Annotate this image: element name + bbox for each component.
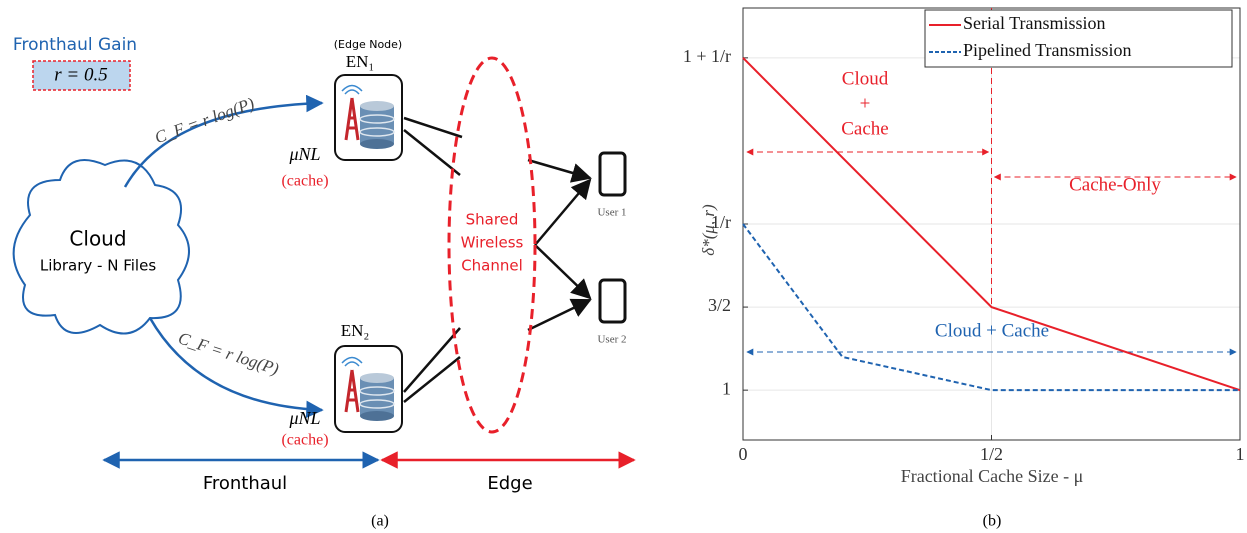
link <box>535 180 590 245</box>
caption: (b) <box>983 513 1002 530</box>
storage-note: (cache) <box>281 432 328 449</box>
channel-label: Channel <box>461 257 523 275</box>
cloud-title: Cloud <box>69 227 126 251</box>
page: {"diagram": { "gain_title": "Fronthaul G… <box>0 0 1247 533</box>
x-axis-label: Fractional Cache Size - μ <box>901 466 1084 486</box>
figure: Fronthaul Gain r = 0.5 Cloud Library - N… <box>0 0 1247 533</box>
y-tick-label: 1/r <box>711 212 731 232</box>
user-phone <box>600 153 625 195</box>
gain-value: r = 0.5 <box>54 64 107 85</box>
caption: (a) <box>371 513 389 530</box>
segment-label: Edge <box>487 473 532 494</box>
link-label: C_F = r log(P) <box>152 94 257 148</box>
channel-label: Wireless <box>461 234 524 252</box>
edge-node-note: (Edge Node) <box>334 38 402 51</box>
y-tick-label: 1 <box>722 378 731 398</box>
annotation: + <box>860 93 871 114</box>
link <box>528 300 590 330</box>
x-tick-label: 1 <box>1236 444 1245 464</box>
annotation: Cloud + Cache <box>935 320 1049 341</box>
x-tick-label: 1/2 <box>980 444 1003 464</box>
annotation: Cloud <box>842 68 889 89</box>
segment-label: Fronthaul <box>203 473 287 494</box>
link <box>404 130 460 175</box>
link <box>535 245 590 298</box>
x-tick-label: 0 <box>739 444 748 464</box>
y-tick-label: 1 + 1/r <box>683 46 731 66</box>
legend-label: Serial Transmission <box>963 13 1106 33</box>
storage: μNL <box>288 144 320 164</box>
annotation: Cache-Only <box>1069 174 1161 195</box>
link <box>528 160 590 178</box>
link <box>404 357 460 402</box>
user-phone <box>600 280 625 322</box>
legend-label: Pipelined Transmission <box>963 40 1132 60</box>
storage: μNL <box>288 408 320 428</box>
link <box>404 328 460 392</box>
body: Fronthaul Gain r = 0.5 Cloud Library - N… <box>0 0 1247 533</box>
storage-note: (cache) <box>281 173 328 190</box>
user-label: User 2 <box>597 334 626 346</box>
node-label: EN₁ <box>346 52 375 71</box>
link <box>404 118 462 137</box>
gain-title: Fronthaul Gain <box>13 35 137 55</box>
cloud-subtitle: Library - N Files <box>40 257 156 275</box>
node-label: EN₂ <box>341 321 370 340</box>
channel-label: Shared <box>466 211 519 229</box>
link-label: C_F = r log(P) <box>176 328 282 378</box>
y-tick-label: 3/2 <box>708 295 731 315</box>
user-label: User 1 <box>597 207 626 219</box>
annotation: Cache <box>841 118 888 139</box>
